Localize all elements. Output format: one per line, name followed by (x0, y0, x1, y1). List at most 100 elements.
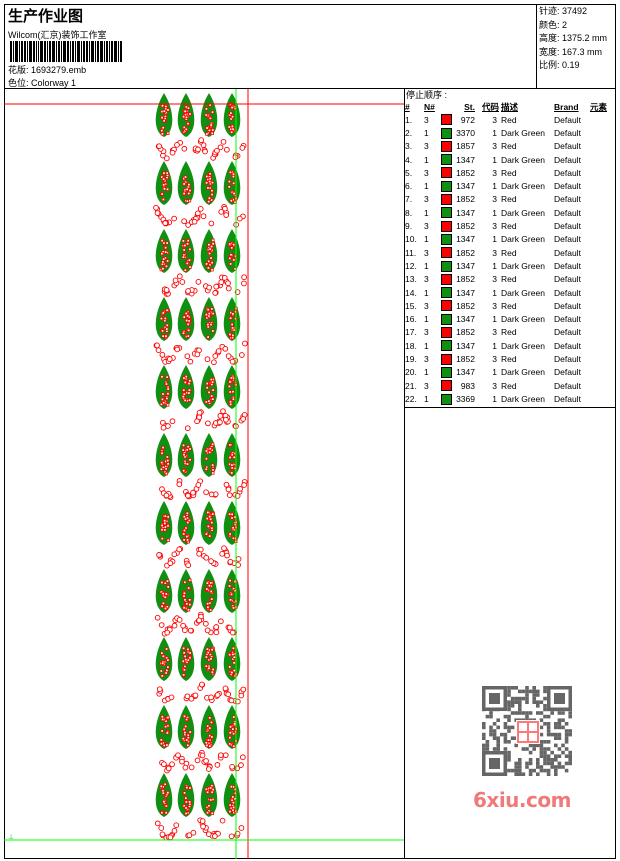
row-description: Red (501, 327, 517, 338)
red-stitch (162, 183, 166, 187)
red-circle-stitch (185, 492, 191, 499)
red-stitch (187, 388, 192, 392)
red-circle-stitch (228, 697, 235, 704)
row-stitches: 1347 (456, 367, 475, 378)
red-circle-stitch (232, 154, 239, 161)
red-stitch (185, 785, 189, 790)
row-code: 3 (492, 141, 497, 152)
red-stitch (231, 808, 235, 812)
red-stitch (160, 729, 164, 733)
red-stitch (228, 532, 232, 536)
red-stitch (207, 390, 211, 395)
red-stitch (183, 580, 187, 584)
red-stitch (181, 394, 185, 399)
red-stitch (231, 397, 236, 401)
red-stitch (233, 787, 238, 792)
red-stitch (207, 199, 211, 204)
row-index: 14. (405, 287, 417, 298)
red-circle-stitch (160, 424, 167, 431)
red-stitch (207, 179, 212, 184)
row-stitches: 1347 (456, 154, 475, 165)
row-index: 22. (405, 393, 417, 404)
red-stitch (209, 589, 213, 594)
red-stitch (185, 318, 189, 323)
red-stitch (161, 197, 166, 202)
red-circle-stitch (212, 833, 218, 840)
red-circle-stitch (176, 481, 183, 488)
color-swatch (441, 114, 452, 126)
red-stitch (228, 578, 232, 583)
red-stitch (186, 122, 190, 126)
row-element (590, 206, 612, 219)
red-circle-stitch (195, 278, 202, 285)
red-stitch (164, 811, 168, 815)
red-circle-stitch (221, 274, 228, 281)
row-element (590, 312, 612, 325)
red-circle-stitch (165, 765, 172, 772)
red-stitch (232, 655, 236, 659)
red-stitch (206, 738, 211, 742)
red-stitch (230, 124, 235, 129)
row-needle: 1 (424, 154, 429, 165)
red-stitch (161, 445, 165, 450)
red-stitch (229, 785, 234, 789)
row-element (590, 259, 612, 272)
red-stitch (228, 242, 232, 246)
red-circle-stitch (205, 831, 212, 838)
row-swatch (441, 126, 454, 139)
row-needle: 3 (424, 274, 429, 285)
red-stitch (228, 725, 233, 729)
red-stitch (162, 119, 166, 123)
red-circle-stitch (236, 215, 243, 222)
red-stitch (210, 189, 214, 193)
red-circle-stitch (208, 694, 214, 701)
row-description: Dark Green (501, 340, 545, 351)
red-stitch (161, 392, 165, 396)
red-stitch (205, 386, 209, 390)
table-bottom-divider (405, 407, 616, 408)
row-description: Dark Green (501, 154, 545, 165)
red-stitch (183, 724, 188, 729)
red-circle-stitch (186, 832, 193, 839)
row-index: 15. (405, 300, 417, 311)
red-stitch (188, 379, 192, 383)
design-file-label: 花版: (8, 65, 29, 75)
row-needle: 3 (424, 114, 429, 125)
red-circle-stitch (204, 356, 211, 363)
row-needle: 3 (424, 380, 429, 391)
red-stitch (208, 116, 213, 120)
row-element (590, 246, 612, 259)
table-row: 2. 1 3370 1 Dark Green Default (405, 126, 612, 139)
red-stitch (187, 258, 192, 262)
row-element (590, 166, 612, 179)
red-stitch (183, 730, 187, 735)
red-stitch (233, 791, 238, 795)
red-circle-stitch (156, 686, 163, 693)
red-stitch (166, 515, 170, 519)
red-stitch (164, 592, 168, 596)
red-circle-stitch (194, 757, 201, 764)
red-circle-stitch (163, 492, 170, 499)
red-stitch (187, 391, 191, 395)
red-stitch (228, 262, 233, 266)
red-stitch (229, 376, 234, 380)
red-stitch (182, 727, 186, 732)
row-swatch (441, 366, 454, 379)
red-circle-stitch (206, 284, 213, 291)
red-stitch (186, 106, 191, 110)
red-circle-stitch (212, 290, 219, 296)
stop-sequence-panel: 停止顺序 : # N# St. 代码 描述 Brand 元素 1. 3 972 … (405, 89, 616, 406)
row-stitches: 3370 (456, 127, 475, 138)
red-circle-stitch (208, 491, 215, 498)
red-circle-stitch (181, 145, 188, 152)
row-needle: 1 (424, 207, 429, 218)
red-circle-stitch (180, 622, 186, 629)
row-description: Red (501, 167, 517, 178)
red-stitch (209, 720, 214, 725)
row-needle: 1 (424, 367, 429, 378)
red-stitch (165, 731, 170, 735)
row-description: Red (501, 300, 517, 311)
red-stitch (210, 648, 214, 652)
red-stitch (165, 579, 170, 583)
red-circle-stitch (185, 288, 191, 294)
